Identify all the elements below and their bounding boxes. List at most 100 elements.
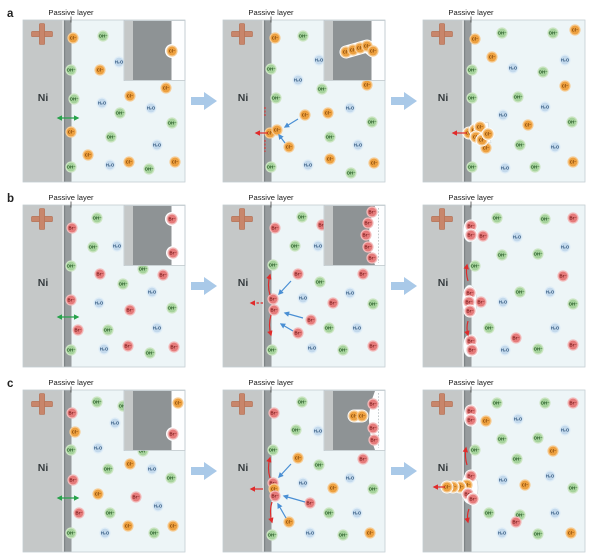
ion-h2o: H₂O xyxy=(544,470,556,482)
ion-body xyxy=(484,508,494,518)
ion-body xyxy=(144,164,154,174)
ion-oh: OH⁻ xyxy=(68,93,80,105)
ion-body xyxy=(297,397,307,407)
ion-h2o: H₂O xyxy=(559,241,571,253)
ion-br: Br⁻ xyxy=(465,220,477,232)
ion-body xyxy=(293,75,303,85)
ion-label: Br⁻ xyxy=(364,245,371,250)
ion-label: OH⁻ xyxy=(513,457,522,462)
ion-h2o: H₂O xyxy=(351,507,363,519)
ion-label: OH⁻ xyxy=(268,348,277,353)
ion-body xyxy=(314,460,324,470)
attack-arrow xyxy=(462,446,468,466)
ion-h2o: H₂O xyxy=(98,343,110,355)
ni-electrode xyxy=(423,20,462,182)
ion-label: OH⁻ xyxy=(104,467,113,472)
ion-label: Br⁻ xyxy=(96,272,103,277)
ion-label: H₂O xyxy=(299,481,308,486)
ion-body xyxy=(313,426,323,436)
ion-oh: OH⁻ xyxy=(466,161,478,173)
ion-br: Br⁻ xyxy=(510,516,522,528)
ion-label: OH⁻ xyxy=(539,70,548,75)
ion-label: Br⁻ xyxy=(477,300,484,305)
ion-body xyxy=(324,323,334,333)
ion-br: Br⁻ xyxy=(567,212,579,224)
ion-label: Cl⁻ xyxy=(472,37,479,42)
ion-body xyxy=(466,415,476,425)
ion-body xyxy=(92,213,102,223)
ion-br: Br⁻ xyxy=(67,474,79,486)
ion-br: Br⁻ xyxy=(464,305,476,317)
ion-body xyxy=(492,398,502,408)
ion-label: H₂O xyxy=(304,163,313,168)
ion-body xyxy=(300,110,310,120)
ion-cl: Cl⁻ xyxy=(348,410,360,422)
ion-oh: OH⁻ xyxy=(496,249,508,261)
row-label-a: a xyxy=(7,8,14,20)
ion-label: OH⁻ xyxy=(67,448,76,453)
ion-label: Cl⁻ xyxy=(350,48,357,53)
ion-body xyxy=(368,399,378,409)
ion-label: OH⁻ xyxy=(568,120,577,125)
ion-label: Cl⁻ xyxy=(343,50,350,55)
plus-v-bar xyxy=(439,208,445,230)
ion-label: H₂O xyxy=(499,478,508,483)
ion-oh: OH⁻ xyxy=(144,347,156,359)
ion-label: Br⁻ xyxy=(479,234,486,239)
ion-br: Br⁻ xyxy=(268,304,280,316)
ion-label: H₂O xyxy=(148,467,157,472)
ion-body xyxy=(269,305,279,315)
ion-body xyxy=(363,242,373,252)
ion-label: H₂O xyxy=(153,143,162,148)
ion-h2o: H₂O xyxy=(344,472,356,484)
ion-label: Cl⁻ xyxy=(271,487,278,492)
ion-label: OH⁻ xyxy=(145,167,154,172)
ion-label: Br⁻ xyxy=(269,481,276,486)
ion-label: Br⁻ xyxy=(465,300,472,305)
ion-cl: Cl⁻ xyxy=(124,458,136,470)
ion-label: Br⁻ xyxy=(467,233,474,238)
ion-cl: Cl⁻ xyxy=(69,426,81,438)
inset-magnified-view: Cl⁻ Cl⁻ Br⁻ Br⁻ Br⁻ xyxy=(323,390,386,451)
ion-label: Cl⁻ xyxy=(72,430,79,435)
ion-body xyxy=(567,117,577,127)
passive-layer-strip xyxy=(264,205,272,367)
ion-body xyxy=(511,517,521,527)
ion-body xyxy=(68,33,78,43)
ion-oh: OH⁻ xyxy=(337,529,349,541)
ion-label: Cl⁻ xyxy=(457,485,464,490)
ion-oh: OH⁻ xyxy=(529,161,541,173)
ion-label: OH⁻ xyxy=(315,463,324,468)
ion-body xyxy=(470,445,480,455)
ion-br: Br⁻ xyxy=(305,314,317,326)
ion-label: Br⁻ xyxy=(329,301,336,306)
ion-oh: OH⁻ xyxy=(105,131,117,143)
ion-label: OH⁻ xyxy=(292,428,301,433)
ion-body xyxy=(540,102,550,112)
ion-body xyxy=(166,473,176,483)
plus-v-bar xyxy=(239,208,245,230)
ion-cl: Cl⁻ xyxy=(368,157,380,169)
ion-label: Br⁻ xyxy=(75,511,82,516)
passive-layer-strip xyxy=(264,390,272,552)
ion-body xyxy=(272,125,282,135)
ion-label: Cl⁻ xyxy=(562,84,569,89)
ion-label: Cl⁻ xyxy=(70,36,77,41)
ion-label: OH⁻ xyxy=(139,267,148,272)
ion-body xyxy=(352,323,362,333)
ion-body xyxy=(168,429,178,439)
ion-label: H₂O xyxy=(113,244,122,249)
ion-body xyxy=(93,489,103,499)
ion-oh: OH⁻ xyxy=(117,278,129,290)
ion-body xyxy=(568,299,578,309)
ion-label: OH⁻ xyxy=(569,302,578,307)
ion-body xyxy=(66,295,76,305)
passive-layer-inner-edge xyxy=(264,205,266,367)
ion-label: Cl⁻ xyxy=(68,130,75,135)
ion-h2o: H₂O xyxy=(297,477,309,489)
passive-layer-strip xyxy=(64,20,72,182)
ion-oh: OH⁻ xyxy=(532,248,544,260)
ion-body xyxy=(105,160,115,170)
ion-h2o: H₂O xyxy=(96,97,108,109)
ni-electrode xyxy=(423,205,462,367)
